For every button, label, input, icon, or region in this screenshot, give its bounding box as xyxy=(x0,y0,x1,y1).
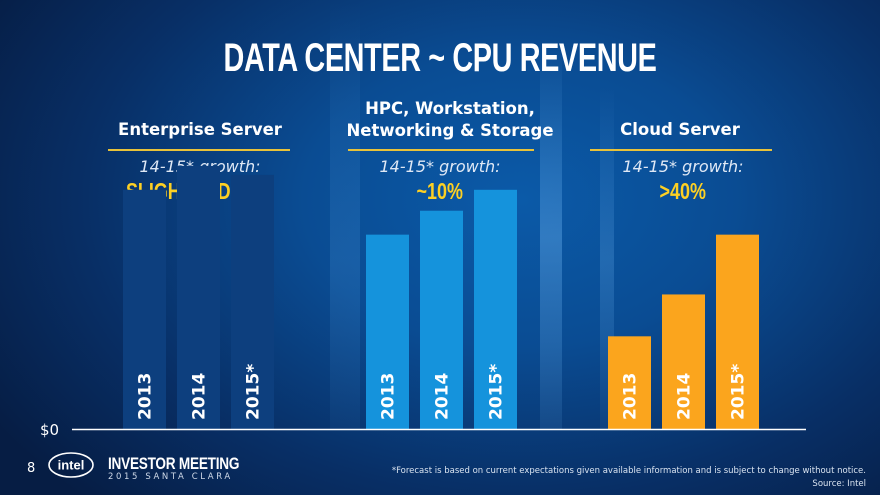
growth-value-text: >40% xyxy=(659,178,707,204)
bar-year-label: 2014 xyxy=(433,373,453,420)
page-number: 8 xyxy=(27,461,36,476)
bar xyxy=(716,234,759,429)
segment-divider xyxy=(348,149,534,151)
segment-heading-enterprise: Enterprise Server xyxy=(100,119,300,141)
forecast-footnote: *Forecast is based on current expectatio… xyxy=(391,466,866,476)
growth-value-cloud: >40% xyxy=(573,178,793,205)
bar-year-label: 2013 xyxy=(379,373,399,420)
bar xyxy=(123,189,166,429)
bar xyxy=(608,336,651,429)
bar-year-label: 2014 xyxy=(675,373,695,420)
segment-heading-cloud: Cloud Server xyxy=(580,119,780,141)
slide-title: DATA CENTER ~ CPU REVENUE xyxy=(223,36,657,80)
bar-group: 2013 2014 2015* xyxy=(123,165,274,429)
segment-divider xyxy=(108,149,290,151)
bar-year-label: 2014 xyxy=(190,373,210,420)
segment-heading-line: Enterprise Server xyxy=(118,120,282,139)
growth-label-cloud: 14-15* growth: xyxy=(622,157,744,176)
bar xyxy=(474,189,517,429)
bar-year-label: 2015* xyxy=(244,364,264,420)
bar xyxy=(231,174,274,429)
bar xyxy=(366,234,409,429)
intel-logo-text: intel xyxy=(58,458,85,473)
segment-heading-line: HPC, Workstation, xyxy=(365,99,535,118)
bar-year-label: 2015* xyxy=(487,364,507,420)
segment-heading-hpc: HPC, Workstation, Networking & Storage xyxy=(330,98,570,142)
bar-group: 2013 2014 2015* xyxy=(608,234,759,429)
bar xyxy=(177,165,220,429)
segment-heading-line: Networking & Storage xyxy=(346,121,554,140)
bar-group: 2013 2014 2015* xyxy=(366,189,517,429)
bar-year-label: 2013 xyxy=(621,373,641,420)
growth-value-hpc: ~10% xyxy=(330,178,550,205)
bar xyxy=(662,294,705,429)
growth-value-text: ~10% xyxy=(416,178,464,204)
intel-logo: intel xyxy=(48,452,94,478)
bar-year-label: 2013 xyxy=(136,373,156,420)
bar xyxy=(420,210,463,429)
bar-year-label: 2015* xyxy=(729,364,749,420)
event-subtitle: 2015 SANTA CLARA xyxy=(108,472,233,482)
event-title: INVESTOR MEETING xyxy=(108,454,240,473)
segment-heading-line: Cloud Server xyxy=(620,120,740,139)
growth-label-hpc: 14-15* growth: xyxy=(379,157,501,176)
y-axis-zero-label: $0 xyxy=(40,421,59,439)
segment-divider xyxy=(590,149,772,151)
source-note: Source: Intel xyxy=(812,479,866,489)
